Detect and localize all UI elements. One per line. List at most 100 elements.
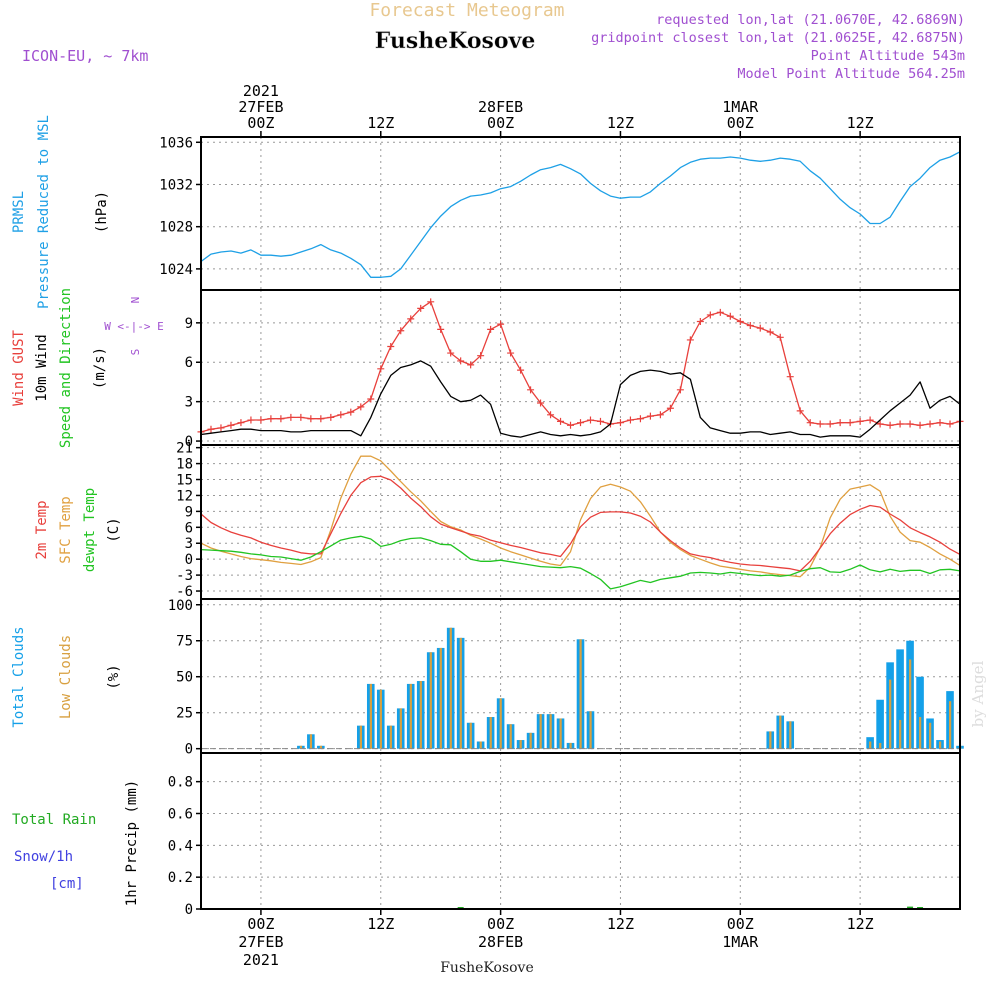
- total-cloud-bar: [896, 649, 904, 749]
- wind-labels: Wind GUST 10m Wind Speed and Direction (…: [11, 288, 164, 448]
- y-tick-label: 9: [185, 316, 193, 332]
- gust-point: [846, 419, 854, 427]
- y-tick-label: 1032: [159, 177, 193, 193]
- panel-frame: [200, 136, 961, 291]
- panel-frame: [200, 752, 961, 910]
- gust-point: [616, 419, 624, 427]
- top-time-label: 00Z: [727, 114, 754, 132]
- low-cloud-bar: [389, 725, 392, 749]
- gust-point: [836, 419, 844, 427]
- dewpt-line: [200, 535, 961, 590]
- top-time-label: 12Z: [607, 114, 634, 132]
- gust-point: [736, 318, 744, 326]
- low-cloud-bar: [459, 637, 462, 749]
- low-cloud-bar: [919, 717, 922, 749]
- low-cloud-bar: [469, 722, 472, 749]
- y-tick-label: 0: [185, 742, 193, 758]
- total-cloud-bar: [916, 676, 924, 749]
- total-cloud-bar: [876, 699, 884, 749]
- gust-point: [447, 349, 455, 357]
- gust-point: [646, 412, 654, 420]
- precip-unit: 1hr Precip (mm): [124, 780, 140, 906]
- low-cloud-bar: [379, 689, 382, 749]
- gust-point: [217, 424, 225, 432]
- y-tick-label: 0.2: [168, 870, 193, 886]
- gust-point: [806, 419, 814, 427]
- top-time-label: 1MAR: [722, 98, 759, 116]
- low-cloud-bar: [779, 715, 782, 749]
- low-cloud-bar: [869, 741, 872, 749]
- gust-point: [876, 420, 884, 428]
- low-cloud-bar: [519, 740, 522, 749]
- bottom-time-label: 12Z: [847, 915, 874, 933]
- gridpoint-coordinates: gridpoint closest lon,lat (21.0625E, 42.…: [591, 30, 965, 46]
- gust-point: [417, 304, 425, 312]
- gust-point: [636, 415, 644, 423]
- low-cloud-bar: [909, 659, 912, 749]
- low-cloud-bar: [899, 719, 902, 749]
- gust-point: [247, 416, 255, 424]
- pressure-labels: PRMSL Pressure Reduced to MSL (hPa): [11, 115, 110, 309]
- low-cloud-bar: [499, 698, 502, 749]
- y-tick-label: 15: [176, 473, 193, 489]
- pressure-label-prmsl: PRMSL: [11, 191, 27, 233]
- footer-location: FusheKosove: [440, 960, 534, 976]
- low-cloud-bar: [299, 745, 303, 749]
- temp-label-dewpt: dewpt Temp: [82, 488, 98, 572]
- wind-line: [200, 360, 961, 438]
- gust-point: [776, 333, 784, 341]
- gust-point: [816, 420, 824, 428]
- low-cloud-bar: [419, 681, 422, 749]
- cloud-label-low: Low Clouds: [58, 635, 74, 719]
- wind-label-direction: Speed and Direction: [58, 288, 74, 448]
- gust-point: [497, 320, 505, 328]
- gust-point: [666, 404, 674, 412]
- gust-point: [367, 395, 375, 403]
- low-cloud-bar: [949, 701, 952, 749]
- bottom-time-label: 12Z: [367, 915, 394, 933]
- pressure-line: [200, 151, 961, 278]
- gust-line: [200, 301, 961, 433]
- gust-point: [756, 324, 764, 332]
- low-cloud-bar: [939, 741, 942, 749]
- cloud-labels: Total Clouds Low Clouds (%): [11, 626, 122, 727]
- temp-labels: 2m Temp SFC Temp dewpt Temp (C): [34, 488, 122, 572]
- gust-point: [307, 415, 315, 423]
- compass-south: S: [129, 349, 142, 356]
- gust-point: [567, 421, 575, 429]
- top-time-label: 28FEB: [478, 98, 523, 116]
- low-cloud-bar: [429, 652, 432, 749]
- top-time-label: 12Z: [847, 114, 874, 132]
- temp-label-sfc: SFC Temp: [58, 496, 74, 563]
- y-tick-label: 75: [176, 634, 193, 650]
- gust-point: [387, 342, 395, 350]
- gust-point: [427, 298, 435, 306]
- low-cloud-bar: [889, 679, 892, 749]
- gust-point: [237, 419, 245, 427]
- y-tick-label: 3: [185, 395, 193, 411]
- gust-point: [297, 413, 305, 421]
- axis-labels: 10241028103210360369211815129630-3-60255…: [159, 82, 873, 969]
- bottom-time-label: 00Z: [487, 915, 514, 933]
- y-tick-label: 6: [185, 355, 193, 371]
- precip-label-snow: Snow/1h: [14, 849, 73, 865]
- compass-west-east: W <-|-> E: [104, 320, 164, 333]
- gust-point: [357, 403, 365, 411]
- gust-point: [826, 420, 834, 428]
- gust-point: [487, 325, 495, 333]
- gust-point: [287, 413, 295, 421]
- y-tick-label: 0: [185, 902, 193, 918]
- y-tick-label: 0.8: [168, 775, 193, 791]
- bottom-time-label: 12Z: [607, 915, 634, 933]
- y-tick-label: -6: [176, 584, 193, 600]
- y-tick-label: 0: [185, 434, 193, 450]
- gust-point: [397, 327, 405, 335]
- low-cloud-bar: [409, 683, 412, 749]
- y-tick-label: 3: [185, 536, 193, 552]
- gust-point: [547, 411, 555, 419]
- bottom-time-label: 00Z: [247, 915, 274, 933]
- pressure-unit: (hPa): [94, 191, 110, 233]
- gust-point: [227, 421, 235, 429]
- meteogram-title: Forecast Meteogram: [369, 0, 564, 21]
